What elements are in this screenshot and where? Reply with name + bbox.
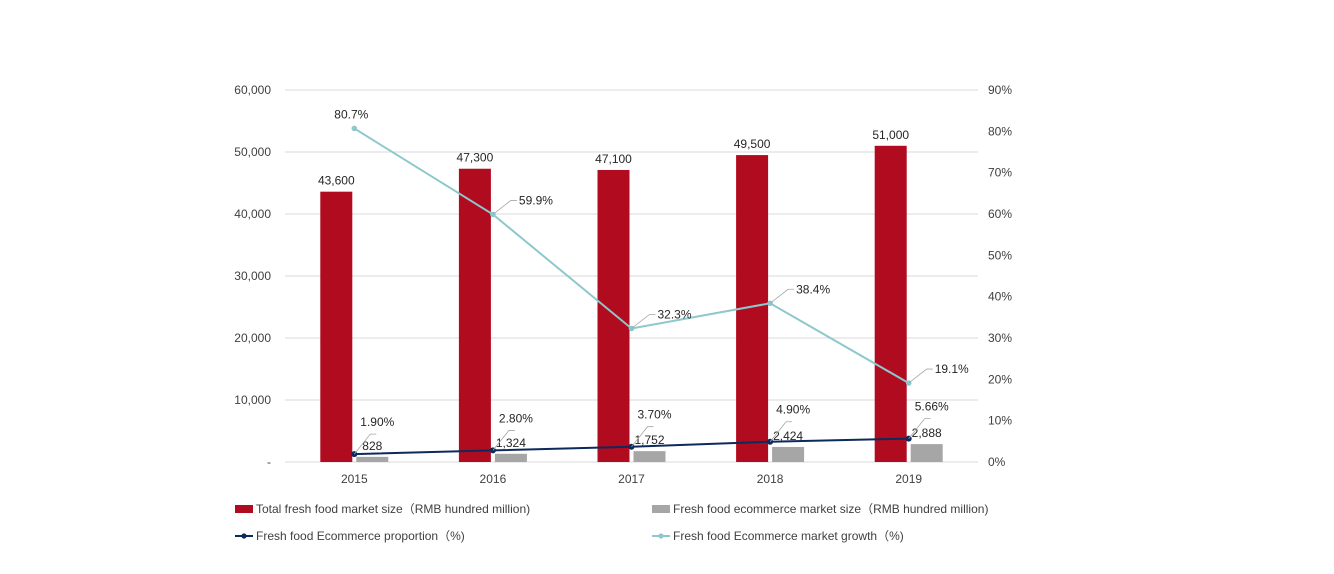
y-right-tick-label: 60%	[988, 207, 1012, 221]
y-right-tick-label: 50%	[988, 248, 1012, 262]
bar-total-market	[874, 145, 907, 463]
bar-ecommerce-market-label: 2,888	[912, 426, 942, 440]
y-right-tick-label: 70%	[988, 166, 1012, 180]
proportion-leader-line	[492, 430, 515, 451]
proportion-data-label: 3.70%	[638, 408, 672, 422]
legend-marker	[241, 533, 247, 539]
legend-label: Total fresh food market size（RMB hundred…	[256, 502, 530, 516]
legend-label: Fresh food Ecommerce proportion（%)	[256, 529, 465, 543]
bar-ecommerce-market-label: 828	[362, 439, 382, 453]
legend-label: Fresh food Ecommerce market growth（%)	[673, 529, 904, 543]
bar-total-market-label: 47,300	[457, 151, 494, 165]
growth-data-label: 80.7%	[334, 107, 368, 121]
y-left-tick-label: 20,000	[234, 331, 271, 345]
proportion-leader-line	[631, 426, 654, 447]
growth-data-label: 32.3%	[658, 307, 692, 321]
y-left-tick-label: 60,000	[234, 83, 271, 97]
growth-leader-line	[492, 200, 517, 215]
growth-line	[353, 127, 910, 384]
bar-total-market	[597, 169, 630, 463]
bar-ecommerce-market	[494, 453, 527, 462]
bar-total-market-label: 43,600	[318, 174, 355, 188]
bar-ecommerce-market	[633, 451, 666, 462]
growth-data-label: 19.1%	[935, 362, 969, 376]
bar-total-market-label: 47,100	[595, 152, 632, 166]
bar-total-market	[458, 168, 491, 463]
legend-swatch	[235, 505, 253, 513]
x-tick-label: 2018	[757, 472, 784, 486]
proportion-data-label: 5.66%	[915, 400, 949, 414]
proportion-data-label: 2.80%	[499, 411, 533, 425]
x-tick-label: 2017	[618, 472, 645, 486]
growth-data-label: 38.4%	[796, 282, 830, 296]
proportion-leader-line	[908, 418, 931, 439]
y-left-tick-label: 30,000	[234, 269, 271, 283]
bar-total-market	[320, 191, 353, 462]
y-right-tick-label: 80%	[988, 124, 1012, 138]
proportion-data-label: 4.90%	[776, 403, 810, 417]
bar-ecommerce-market-label: 2,424	[773, 429, 803, 443]
legend-swatch	[652, 505, 670, 513]
proportion-leader-line	[769, 421, 793, 442]
x-tick-label: 2019	[895, 472, 922, 486]
growth-leader-line	[631, 314, 656, 329]
proportion-data-label: 1.90%	[360, 415, 394, 429]
y-left-tick-label: -	[267, 455, 271, 469]
bar-ecommerce-market-label: 1,752	[634, 433, 664, 447]
y-left-tick-label: 10,000	[234, 393, 271, 407]
bar-ecommerce-market	[356, 456, 389, 462]
y-left-tick-label: 50,000	[234, 145, 271, 159]
y-left-tick-label: 40,000	[234, 207, 271, 221]
y-right-tick-label: 0%	[988, 455, 1006, 469]
y-right-tick-label: 90%	[988, 83, 1012, 97]
bar-ecommerce-market-label: 1,324	[496, 436, 526, 450]
growth-point	[351, 125, 358, 132]
y-right-tick-label: 40%	[988, 290, 1012, 304]
x-tick-label: 2016	[480, 472, 507, 486]
bar-ecommerce-market	[910, 444, 943, 462]
growth-data-label: 59.9%	[519, 193, 553, 207]
legend-marker	[658, 533, 664, 539]
growth-leader-line	[908, 368, 933, 384]
y-right-tick-label: 20%	[988, 372, 1012, 386]
bar-ecommerce-market	[772, 446, 805, 462]
bar-total-market-label: 49,500	[734, 137, 771, 151]
growth-leader-line	[769, 288, 795, 304]
y-right-tick-label: 30%	[988, 331, 1012, 345]
proportion-leader-line	[353, 433, 377, 455]
bar-total-market-label: 51,000	[872, 128, 909, 142]
legend-label: Fresh food ecommerce market size（RMB hun…	[673, 502, 988, 516]
y-right-tick-label: 10%	[988, 414, 1012, 428]
x-tick-label: 2015	[341, 472, 368, 486]
